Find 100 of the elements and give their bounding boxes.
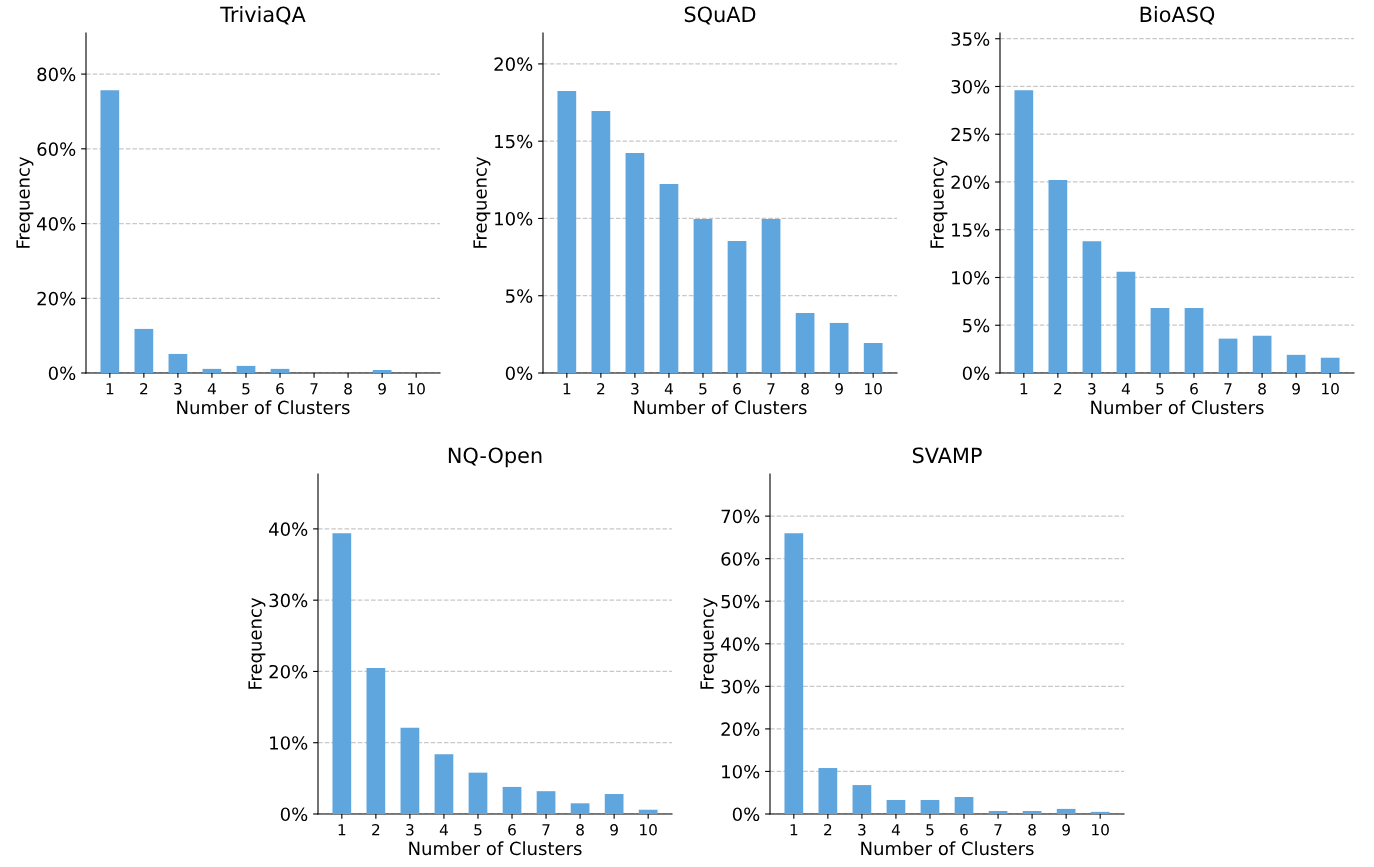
x-tick-label: 10	[1092, 823, 1109, 836]
bar	[100, 90, 120, 373]
bar	[468, 772, 488, 814]
y-tick-label: 10%	[952, 270, 990, 285]
bar	[1116, 271, 1136, 373]
bar	[372, 370, 392, 373]
y-tick-label: 15%	[495, 134, 533, 149]
bar	[1252, 335, 1272, 373]
y-tick-label: 0%	[505, 366, 533, 381]
bar	[886, 799, 906, 814]
x-tick-label: 5	[474, 824, 482, 836]
bar	[202, 368, 222, 373]
x-axis-title: Number of Clusters	[1091, 400, 1264, 415]
x-tick-label: 7	[994, 824, 1002, 836]
y-tick-label: 15%	[952, 223, 990, 237]
y-tick-label: 25%	[951, 127, 990, 142]
bar	[818, 768, 838, 814]
bar	[829, 322, 849, 373]
x-tick-label: 5	[926, 824, 934, 836]
y-tick-label: 30%	[721, 679, 760, 694]
bar	[168, 353, 188, 373]
y-axis-title: Frequency	[473, 156, 491, 248]
x-tick-label: 4	[1121, 383, 1130, 395]
y-tick-label: 60%	[37, 142, 76, 156]
y-axis-title: Frequency	[16, 156, 34, 248]
x-tick-label: 1	[338, 824, 346, 836]
y-tick-label: 80%	[37, 67, 76, 82]
bar	[1048, 180, 1068, 373]
x-tick-label: 1	[1020, 383, 1028, 395]
x-tick-label: 5	[242, 383, 250, 395]
bar	[434, 754, 454, 814]
bar	[625, 152, 645, 373]
bar	[557, 90, 577, 373]
bar	[1014, 90, 1034, 373]
x-tick-label: 8	[576, 823, 584, 836]
x-tick-label: 1	[563, 383, 571, 395]
bar	[659, 183, 679, 373]
y-tick-label: 40%	[721, 637, 760, 651]
bar	[366, 667, 386, 814]
bar	[1320, 357, 1340, 373]
y-tick-label: 40%	[269, 522, 308, 536]
chart-title: BioASQ	[1140, 6, 1215, 25]
x-tick-label: 10	[640, 823, 657, 836]
x-tick-label: 10	[1322, 382, 1339, 395]
x-tick-label: 8	[1028, 823, 1036, 836]
x-tick-label: 6	[508, 823, 516, 836]
x-tick-label: 10	[865, 382, 882, 395]
bar	[1218, 338, 1238, 373]
y-axis-title: Frequency	[930, 156, 948, 248]
y-tick-label: 30%	[269, 593, 308, 608]
chart-title: SQuAD	[684, 6, 756, 25]
x-tick-label: 4	[891, 824, 900, 836]
bar	[570, 803, 590, 814]
bar	[1184, 308, 1204, 373]
y-tick-label: 35%	[951, 32, 990, 46]
x-tick-label: 3	[406, 823, 414, 836]
bar	[1090, 811, 1110, 814]
x-tick-label: 1	[790, 824, 798, 836]
x-tick-label: 7	[767, 383, 775, 395]
y-tick-label: 10%	[495, 211, 533, 226]
x-tick-label: 9	[1062, 823, 1070, 836]
bar	[1022, 811, 1042, 814]
x-tick-label: 3	[631, 382, 639, 395]
x-axis-title: Number of Clusters	[634, 400, 807, 415]
bar	[795, 313, 815, 373]
bar	[954, 796, 974, 814]
x-tick-label: 8	[1258, 382, 1266, 395]
y-tick-label: 20%	[269, 664, 308, 679]
y-tick-label: 40%	[37, 217, 76, 231]
x-axis-title: Number of Clusters	[861, 841, 1034, 856]
x-tick-label: 4	[439, 824, 448, 836]
x-tick-label: 2	[372, 823, 380, 836]
x-tick-label: 10	[408, 382, 425, 395]
x-tick-label: 9	[378, 382, 386, 395]
x-tick-label: 9	[835, 382, 843, 395]
bar	[693, 218, 713, 373]
bar	[1082, 241, 1102, 373]
x-tick-label: 2	[1054, 382, 1062, 395]
x-tick-label: 6	[733, 382, 741, 395]
x-tick-label: 7	[1224, 383, 1232, 395]
bar	[236, 365, 256, 373]
bar	[784, 533, 804, 814]
bar	[502, 786, 522, 814]
x-tick-label: 9	[1292, 382, 1300, 395]
y-tick-label: 30%	[951, 79, 990, 94]
x-axis-title: Number of Clusters	[409, 841, 582, 856]
x-tick-label: 3	[858, 823, 866, 836]
y-tick-label: 0%	[962, 366, 990, 381]
bar	[604, 794, 624, 814]
x-tick-label: 6	[960, 823, 968, 836]
bar	[988, 811, 1008, 814]
x-tick-label: 9	[610, 823, 618, 836]
x-tick-label: 7	[542, 824, 550, 836]
x-tick-label: 8	[801, 382, 809, 395]
bar	[400, 727, 420, 814]
y-tick-label: 60%	[721, 552, 760, 566]
bar	[727, 241, 747, 373]
y-tick-label: 0%	[48, 366, 76, 381]
y-tick-label: 50%	[721, 594, 760, 609]
y-tick-label: 20%	[494, 57, 533, 72]
